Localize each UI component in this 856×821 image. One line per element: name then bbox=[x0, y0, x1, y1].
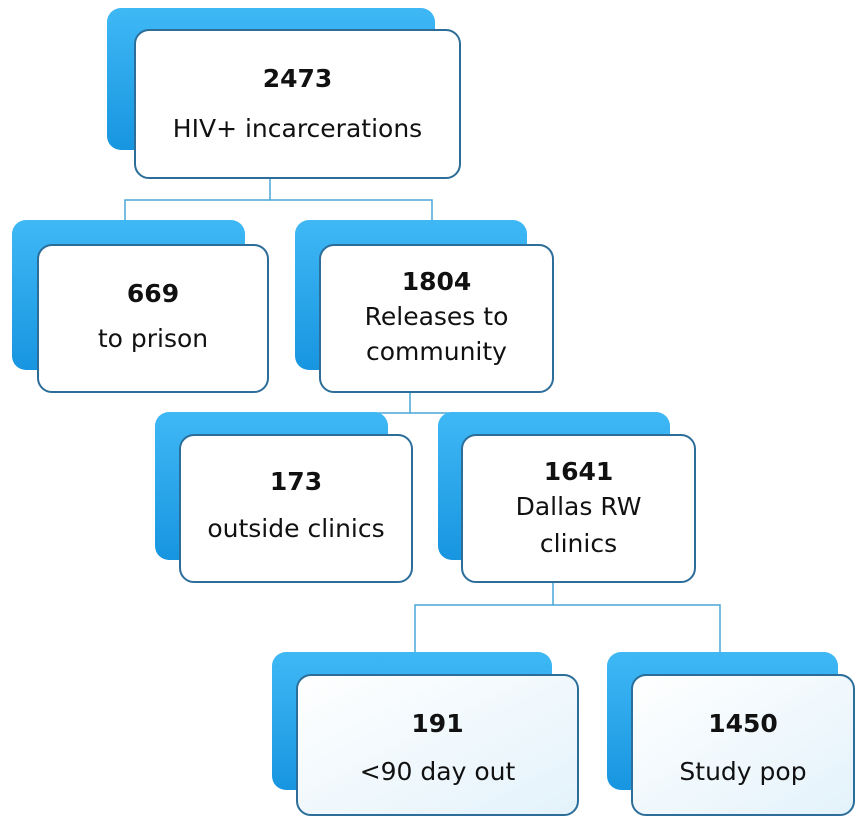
node-label: community bbox=[366, 337, 507, 366]
node-box bbox=[319, 244, 554, 393]
connector bbox=[414, 582, 554, 654]
node-label: Dallas RW bbox=[516, 492, 642, 521]
node-label: outside clinics bbox=[207, 514, 384, 543]
connector bbox=[270, 199, 433, 222]
node-box bbox=[134, 29, 461, 179]
node-label: Releases to bbox=[365, 302, 509, 331]
node-count: 1641 bbox=[544, 457, 614, 486]
node-box bbox=[296, 674, 579, 816]
node-box bbox=[37, 244, 269, 393]
node-count: 2473 bbox=[263, 64, 333, 93]
connector bbox=[553, 604, 721, 654]
node-label: <90 day out bbox=[360, 757, 516, 786]
node-box bbox=[179, 434, 413, 583]
connector bbox=[269, 392, 411, 414]
node-count: 669 bbox=[127, 279, 179, 308]
connector bbox=[124, 178, 271, 222]
node-label: to prison bbox=[98, 324, 208, 353]
node-count: 1804 bbox=[402, 267, 472, 296]
nodes: 2473 HIV+ incarcerations 669 to prison 1804 R… bbox=[12, 8, 855, 816]
node-box bbox=[461, 434, 696, 583]
node-box bbox=[631, 674, 855, 816]
node-label: clinics bbox=[540, 529, 617, 558]
node-label: Study pop bbox=[679, 757, 806, 786]
node-count: 1450 bbox=[708, 709, 778, 738]
node-count: 173 bbox=[270, 467, 322, 496]
node-count: 191 bbox=[411, 709, 463, 738]
node-label: HIV+ incarcerations bbox=[173, 114, 422, 143]
